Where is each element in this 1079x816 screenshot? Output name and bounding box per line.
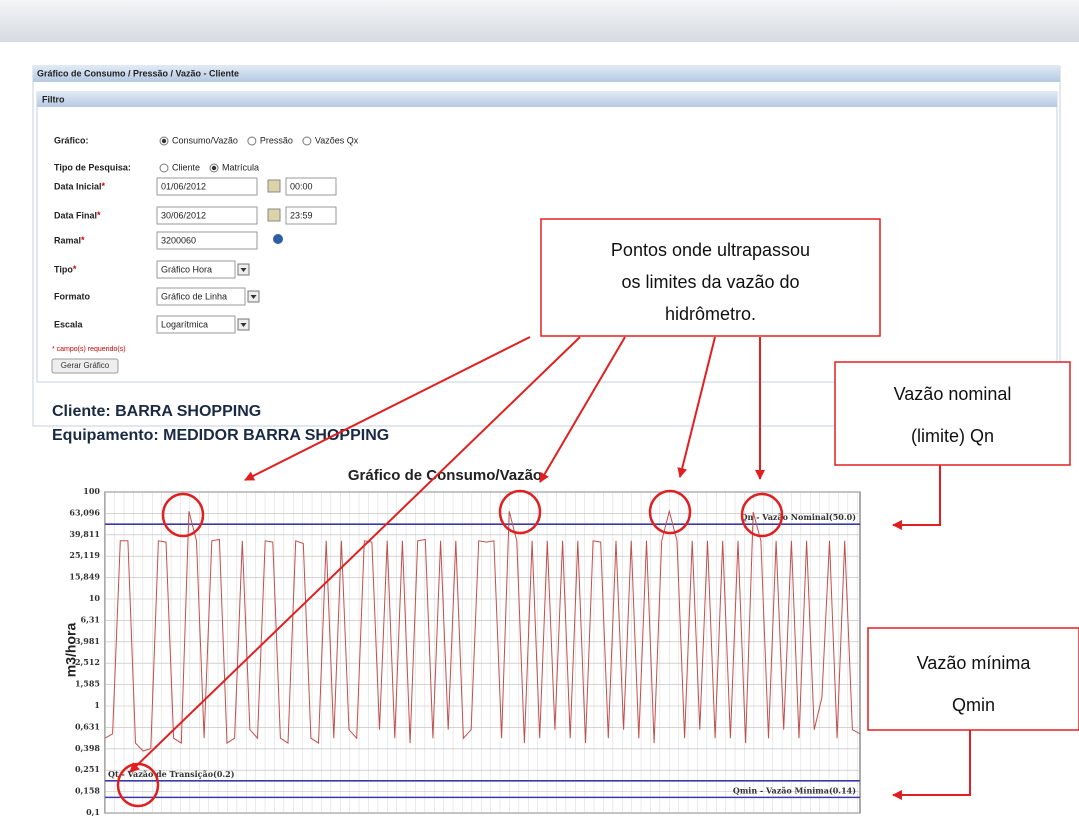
input[interactable] [156, 231, 258, 250]
input[interactable] [156, 287, 246, 306]
arrow-icon [240, 323, 247, 327]
field-label: Data Final* [54, 210, 101, 220]
arrow-icon [240, 268, 247, 272]
input-value: 30/06/2012 [161, 210, 206, 220]
time-input[interactable] [285, 206, 337, 225]
field-label: Ramal* [54, 235, 85, 245]
y-tick-label: 2,512 [75, 657, 100, 667]
highlight-circle [648, 489, 692, 535]
callout-text: (limite) Qn [911, 426, 994, 446]
field-label: Escala [54, 319, 84, 329]
callout-text: Qmin [952, 695, 995, 715]
arrow [677, 336, 716, 478]
panel-header [33, 66, 1060, 82]
y-tick-label: 63,096 [69, 507, 100, 517]
arrow-icon [250, 295, 257, 299]
equipment-name: Equipamento: MEDIDOR BARRA SHOPPING [52, 427, 389, 444]
y-tick-label: 100 [83, 486, 100, 496]
radio-dot [161, 138, 167, 144]
radio-label: Pressão [260, 135, 293, 145]
y-tick-label: 1,585 [75, 679, 100, 689]
y-tick-label: 10 [89, 593, 101, 603]
callout-box [867, 627, 1079, 731]
field-label: Gráfico: [54, 135, 89, 145]
input[interactable] [156, 177, 258, 196]
y-axis-label: m3/hora [63, 623, 79, 678]
time-input[interactable] [285, 177, 337, 196]
y-tick-label: 0,631 [75, 721, 100, 731]
callout-text: Vazão mínima [917, 653, 1032, 673]
required-mark: * [81, 235, 85, 245]
arrow [892, 465, 941, 530]
time-value: 23:59 [290, 210, 313, 220]
input-value: Gráfico de Linha [161, 291, 227, 301]
filter-header [37, 92, 1057, 107]
time-value: 00:00 [290, 181, 313, 191]
highlight-circle [116, 762, 160, 808]
reference-label: Qn - Vazão Nominal(50.0) [741, 512, 857, 522]
required-mark: * [102, 181, 106, 191]
required-mark: * [97, 210, 101, 220]
field-label: Tipo de Pesquisa: [54, 162, 131, 172]
radio[interactable] [302, 136, 312, 146]
field-label: Tipo* [54, 264, 77, 274]
radio-label: Consumo/Vazão [172, 135, 238, 145]
radio[interactable] [247, 136, 257, 146]
y-tick-label: 1 [94, 700, 100, 710]
arrow [539, 336, 626, 483]
callout-text: hidrômetro. [665, 304, 756, 324]
y-tick-label: 0,251 [75, 764, 100, 774]
data-line [104, 509, 861, 752]
input[interactable] [156, 206, 258, 225]
y-tick-label: 0,158 [75, 786, 100, 796]
radio-label: Vazões Qx [315, 135, 359, 145]
required-mark: * [73, 264, 77, 274]
highlight-circle [498, 489, 542, 535]
input[interactable] [156, 260, 236, 279]
nav-bar [0, 0, 1079, 42]
y-tick-label: 3,981 [75, 636, 100, 646]
submit-label: Gerar Gráfico [61, 361, 110, 370]
highlight-circle [161, 492, 205, 538]
y-tick-label: 6,31 [81, 614, 100, 624]
client-name: Cliente: BARRA SHOPPING [52, 403, 261, 420]
callout-box [540, 218, 881, 337]
panel-title: Gráfico de Consumo / Pressão / Vazão - C… [37, 68, 239, 78]
radio-label: Matrícula [222, 162, 259, 172]
radio[interactable] [159, 163, 169, 173]
arrow [244, 336, 531, 481]
arrow [129, 336, 581, 773]
info-icon [273, 234, 283, 244]
chart-title: Gráfico de Consumo/Vazão [348, 467, 542, 484]
required-note: * campo(s) requerido(s) [52, 346, 126, 353]
calendar-icon[interactable] [267, 208, 281, 222]
reference-label: Qt - Vazão de Transição(0.2) [108, 769, 235, 779]
arrow [892, 730, 971, 800]
calendar-icon[interactable] [267, 179, 281, 193]
callout-text: Vazão nominal [894, 384, 1012, 404]
filter-title: Filtro [42, 94, 65, 104]
input-value: Gráfico Hora [161, 264, 212, 274]
input-value: Logarítmica [161, 319, 208, 329]
input[interactable] [156, 315, 236, 334]
highlight-circle [740, 492, 784, 538]
y-tick-label: 15,849 [69, 572, 100, 582]
callout-text: os limites da vazão do [621, 272, 799, 292]
y-tick-label: 39,811 [69, 529, 100, 539]
field-label: Formato [54, 291, 91, 301]
radio-dot [211, 165, 217, 171]
y-tick-label: 0,1 [86, 807, 100, 816]
input-value: 01/06/2012 [161, 181, 206, 191]
radio-label: Cliente [172, 162, 200, 172]
input-value: 3200060 [161, 235, 196, 245]
field-label: Data Inicial* [54, 181, 106, 191]
callout-box [834, 361, 1071, 466]
submit-button[interactable] [51, 358, 119, 374]
reference-label: Qmin - Vazão Mínima(0.14) [733, 785, 856, 795]
y-tick-label: 0,398 [75, 743, 100, 753]
callout-text: Pontos onde ultrapassou [611, 240, 810, 260]
y-tick-label: 25,119 [69, 550, 100, 560]
